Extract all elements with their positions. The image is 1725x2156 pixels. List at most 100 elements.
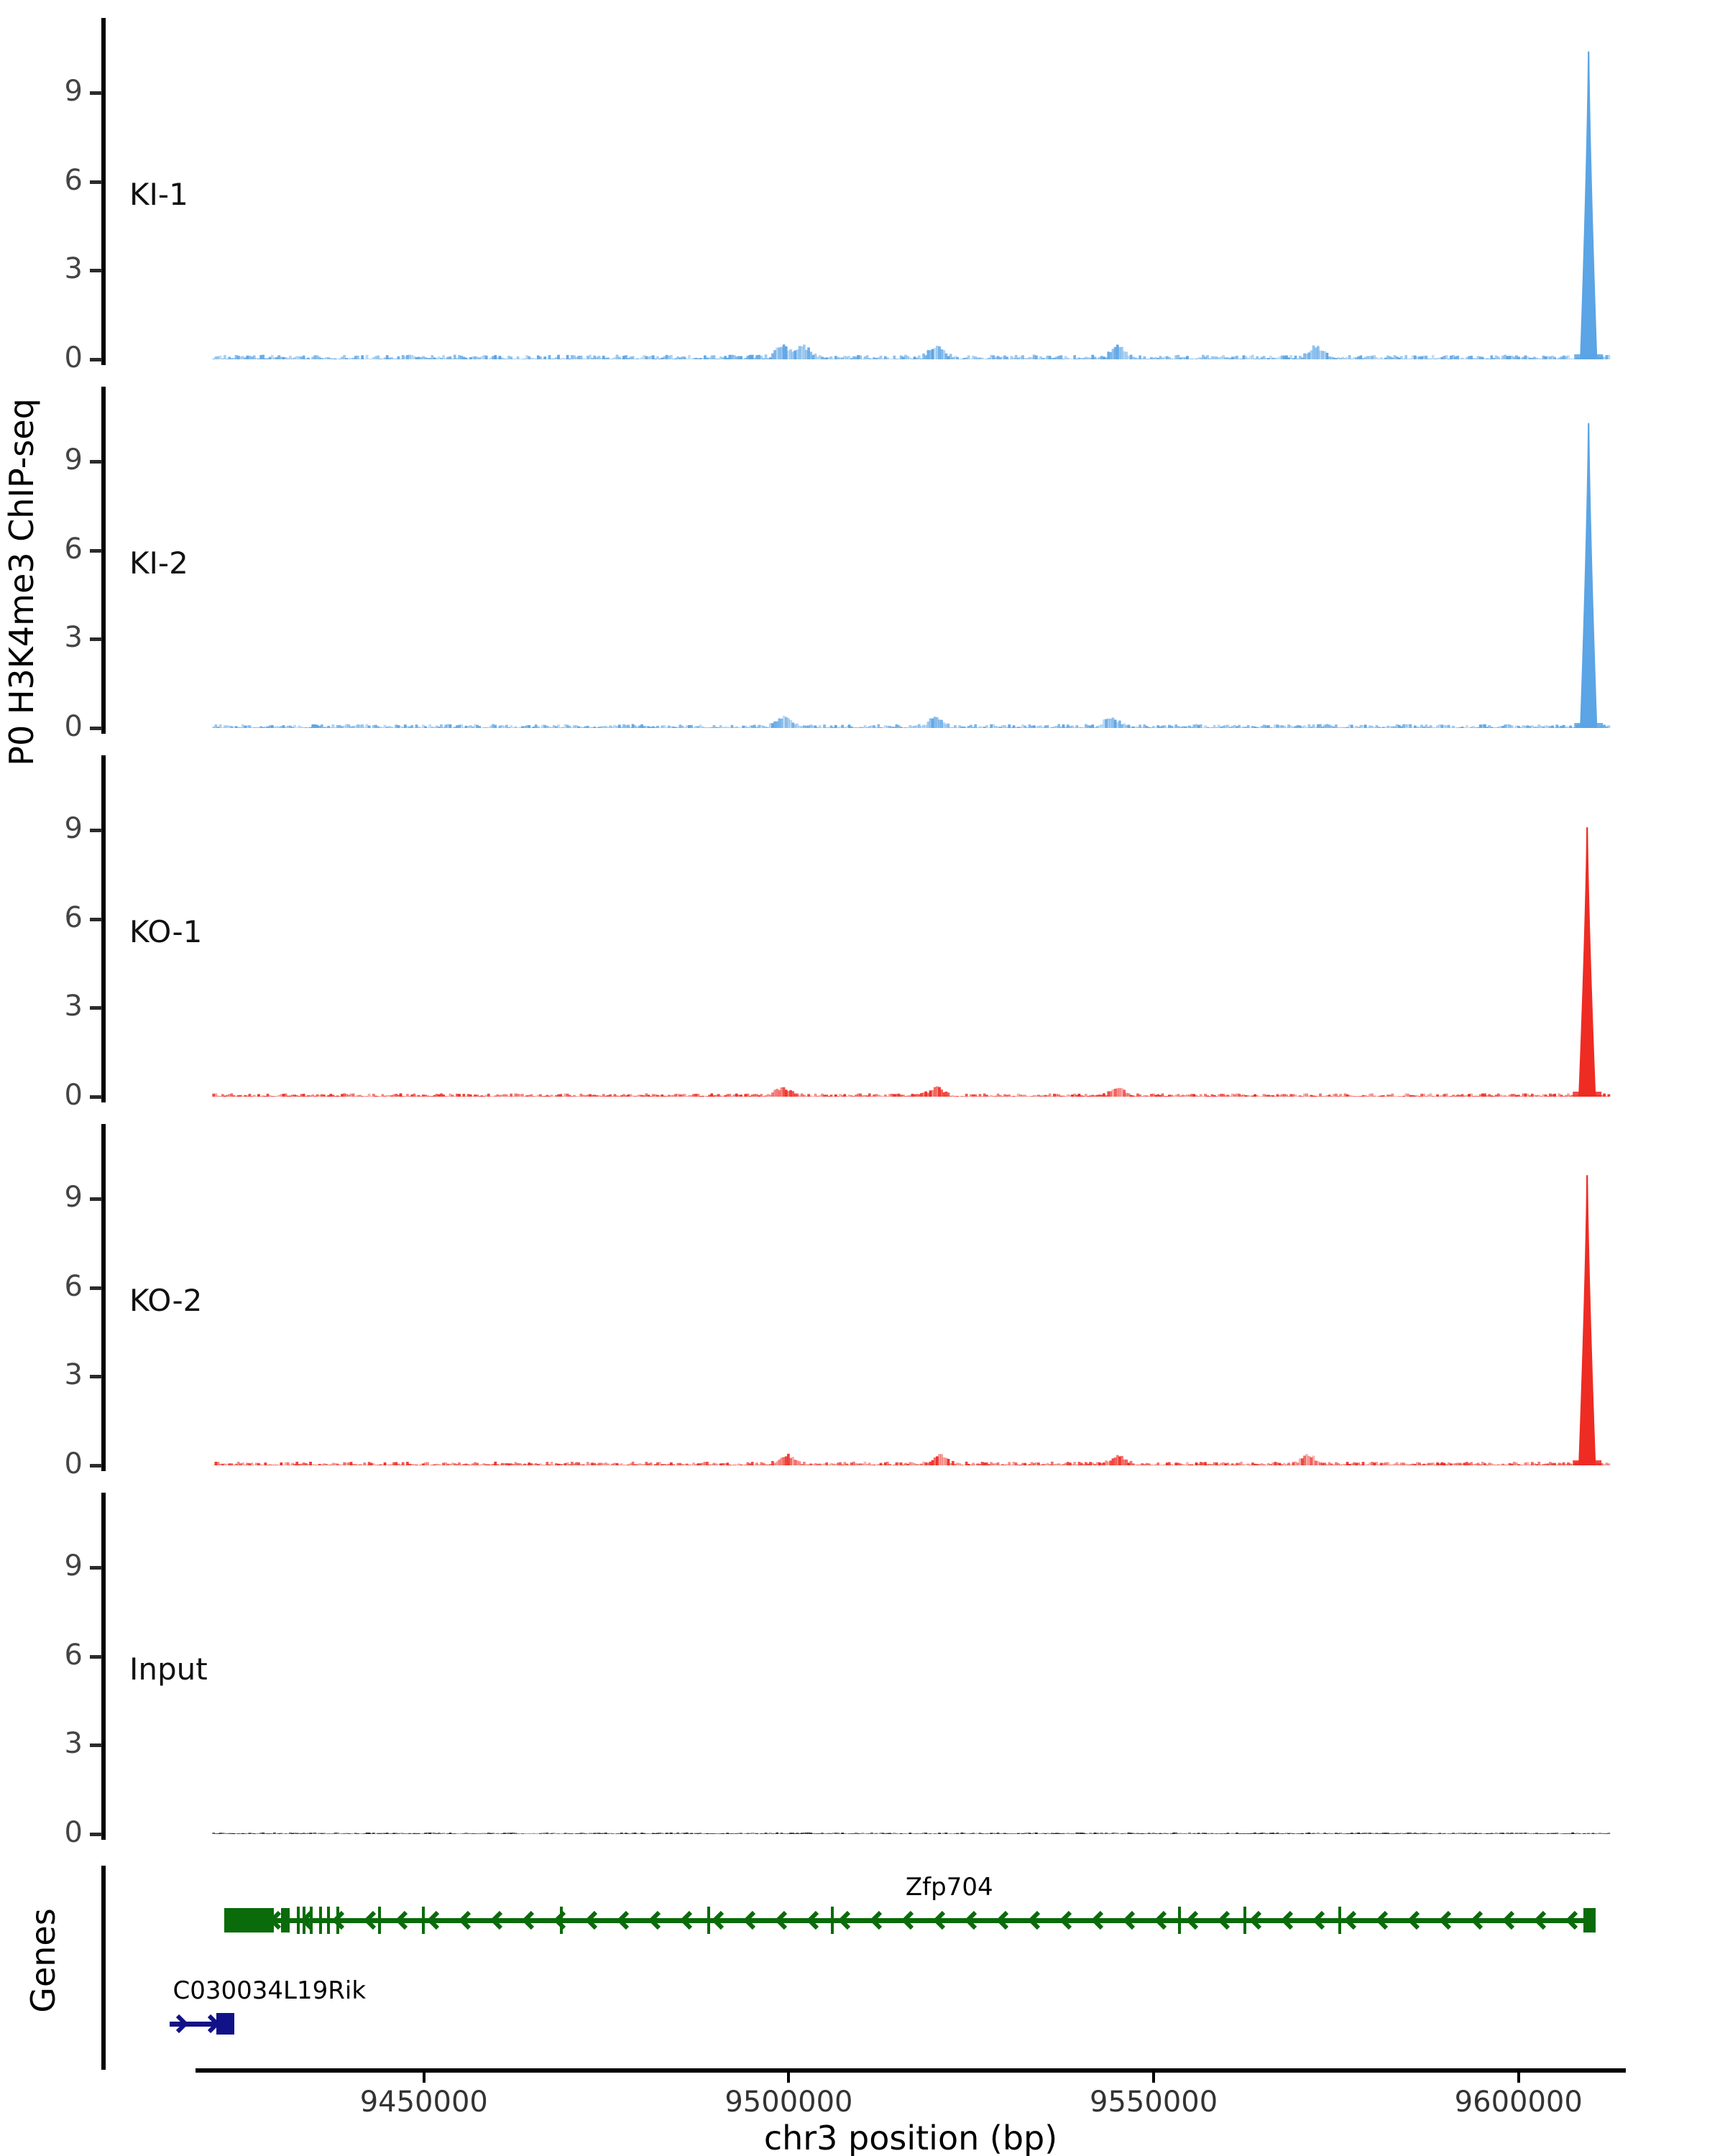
y-tick-label: 6 <box>64 900 83 934</box>
y-tick-mark <box>90 358 102 361</box>
y-tick-label: 0 <box>64 710 83 743</box>
gene-name-label: C030034L19Rik <box>172 1976 367 2005</box>
y-tick-mark <box>90 1464 102 1468</box>
y-tick-label: 9 <box>64 1549 83 1583</box>
background-noise <box>212 1086 1611 1097</box>
y-tick-mark <box>90 1006 102 1010</box>
y-tick-label: 9 <box>64 812 83 846</box>
track-label-ki-1: KI-1 <box>129 177 188 212</box>
gene-name-label: Zfp704 <box>905 1873 993 1902</box>
y-axis-spine <box>101 755 106 1102</box>
y-tick-mark <box>90 637 102 642</box>
gene-exon <box>216 2013 234 2035</box>
background-noise <box>212 1453 1611 1465</box>
x-tick-mark <box>1152 2073 1156 2083</box>
x-tick-mark <box>1517 2073 1520 2083</box>
main-peak <box>1578 1175 1596 1465</box>
gene-exon-tick <box>707 1907 710 1934</box>
y-tick-label: 6 <box>64 163 83 197</box>
y-tick-label: 0 <box>64 341 83 374</box>
main-peak <box>1580 423 1598 728</box>
y-tick-label: 3 <box>64 1358 83 1392</box>
gene-exon-tick <box>336 1907 339 1934</box>
gene-exon-tick <box>1338 1907 1341 1934</box>
x-tick-label: 9450000 <box>359 2086 488 2119</box>
y-tick-label: 9 <box>64 1181 83 1215</box>
gene-exon-tick <box>559 1907 563 1934</box>
main-peak <box>1578 827 1596 1097</box>
gene-intron-line <box>170 2021 234 2027</box>
main-peak <box>1580 51 1598 359</box>
x-tick-label: 9600000 <box>1454 2086 1583 2119</box>
gene-exon-tick <box>310 1907 313 1934</box>
x-tick-label: 9500000 <box>724 2086 853 2119</box>
x-axis-line <box>196 2068 1626 2073</box>
y-tick-mark <box>90 1375 102 1379</box>
signal-plot <box>212 1832 1611 1834</box>
gene-exon-tick <box>421 1907 425 1934</box>
x-tick-mark <box>787 2073 791 2083</box>
gene-exon <box>1583 1908 1596 1932</box>
y-tick-mark <box>90 727 102 730</box>
signal-plot <box>212 827 1611 1097</box>
y-tick-label: 0 <box>64 1816 83 1849</box>
gene-intron-line <box>224 1917 1596 1923</box>
y-tick-label: 3 <box>64 1727 83 1761</box>
y-tick-mark <box>90 180 102 184</box>
genes-panel-title: Genes <box>24 1908 63 2013</box>
y-axis-spine <box>101 1124 106 1471</box>
y-tick-mark <box>90 1833 102 1836</box>
y-tick-label: 0 <box>64 1447 83 1480</box>
y-axis-spine <box>101 1493 106 1840</box>
x-tick-label: 9550000 <box>1090 2086 1218 2119</box>
gene-exon-tick <box>297 1907 300 1934</box>
y-tick-mark <box>90 1286 102 1290</box>
background-noise <box>212 344 1611 359</box>
strand-arrows <box>236 1910 1578 1930</box>
y-tick-label: 3 <box>64 621 83 655</box>
gene-exon-tick <box>1177 1907 1181 1934</box>
y-tick-label: 6 <box>64 1269 83 1303</box>
y-tick-label: 6 <box>64 532 83 566</box>
signal-plot <box>212 51 1611 359</box>
y-tick-mark <box>90 917 102 921</box>
x-axis-title: chr3 position (bp) <box>763 2119 1058 2156</box>
y-tick-mark <box>90 1743 102 1748</box>
y-tick-mark <box>90 1197 102 1202</box>
gene-exon-tick <box>303 1907 306 1934</box>
y-tick-label: 6 <box>64 1638 83 1672</box>
gene-exon-tick <box>377 1907 381 1934</box>
gene-exon <box>224 1908 274 1932</box>
y-tick-mark <box>90 829 102 833</box>
y-tick-mark <box>90 1095 102 1099</box>
track-label-ko-1: KO-1 <box>129 914 203 949</box>
y-tick-label: 3 <box>64 252 83 286</box>
y-tick-mark <box>90 1654 102 1659</box>
genes-axis-spine <box>101 1866 106 2070</box>
track-label-ko-2: KO-2 <box>129 1283 203 1318</box>
y-tick-mark <box>90 269 102 273</box>
y-tick-label: 9 <box>64 443 83 477</box>
y-tick-label: 0 <box>64 1079 83 1112</box>
track-label-ki-2: KI-2 <box>129 545 188 581</box>
y-tick-mark <box>90 1566 102 1570</box>
signal-plot <box>212 1175 1611 1465</box>
signal-plot <box>212 423 1611 728</box>
gene-exon <box>280 1908 290 1932</box>
track-label-input: Input <box>129 1651 208 1687</box>
gene-exon-tick <box>318 1907 322 1934</box>
y-tick-mark <box>90 91 102 96</box>
y-tick-label: 3 <box>64 990 83 1023</box>
y-tick-mark <box>90 460 102 464</box>
y-tick-mark <box>90 548 102 553</box>
gene-exon-tick <box>326 1907 330 1934</box>
x-tick-mark <box>422 2073 426 2083</box>
y-axis-spine <box>101 387 106 734</box>
y-tick-label: 9 <box>64 75 83 109</box>
gene-exon-tick <box>1243 1907 1246 1934</box>
gene-exon-tick <box>831 1907 834 1934</box>
background-noise <box>212 1832 1611 1834</box>
y-axis-spine <box>101 18 106 365</box>
background-noise <box>212 715 1611 728</box>
